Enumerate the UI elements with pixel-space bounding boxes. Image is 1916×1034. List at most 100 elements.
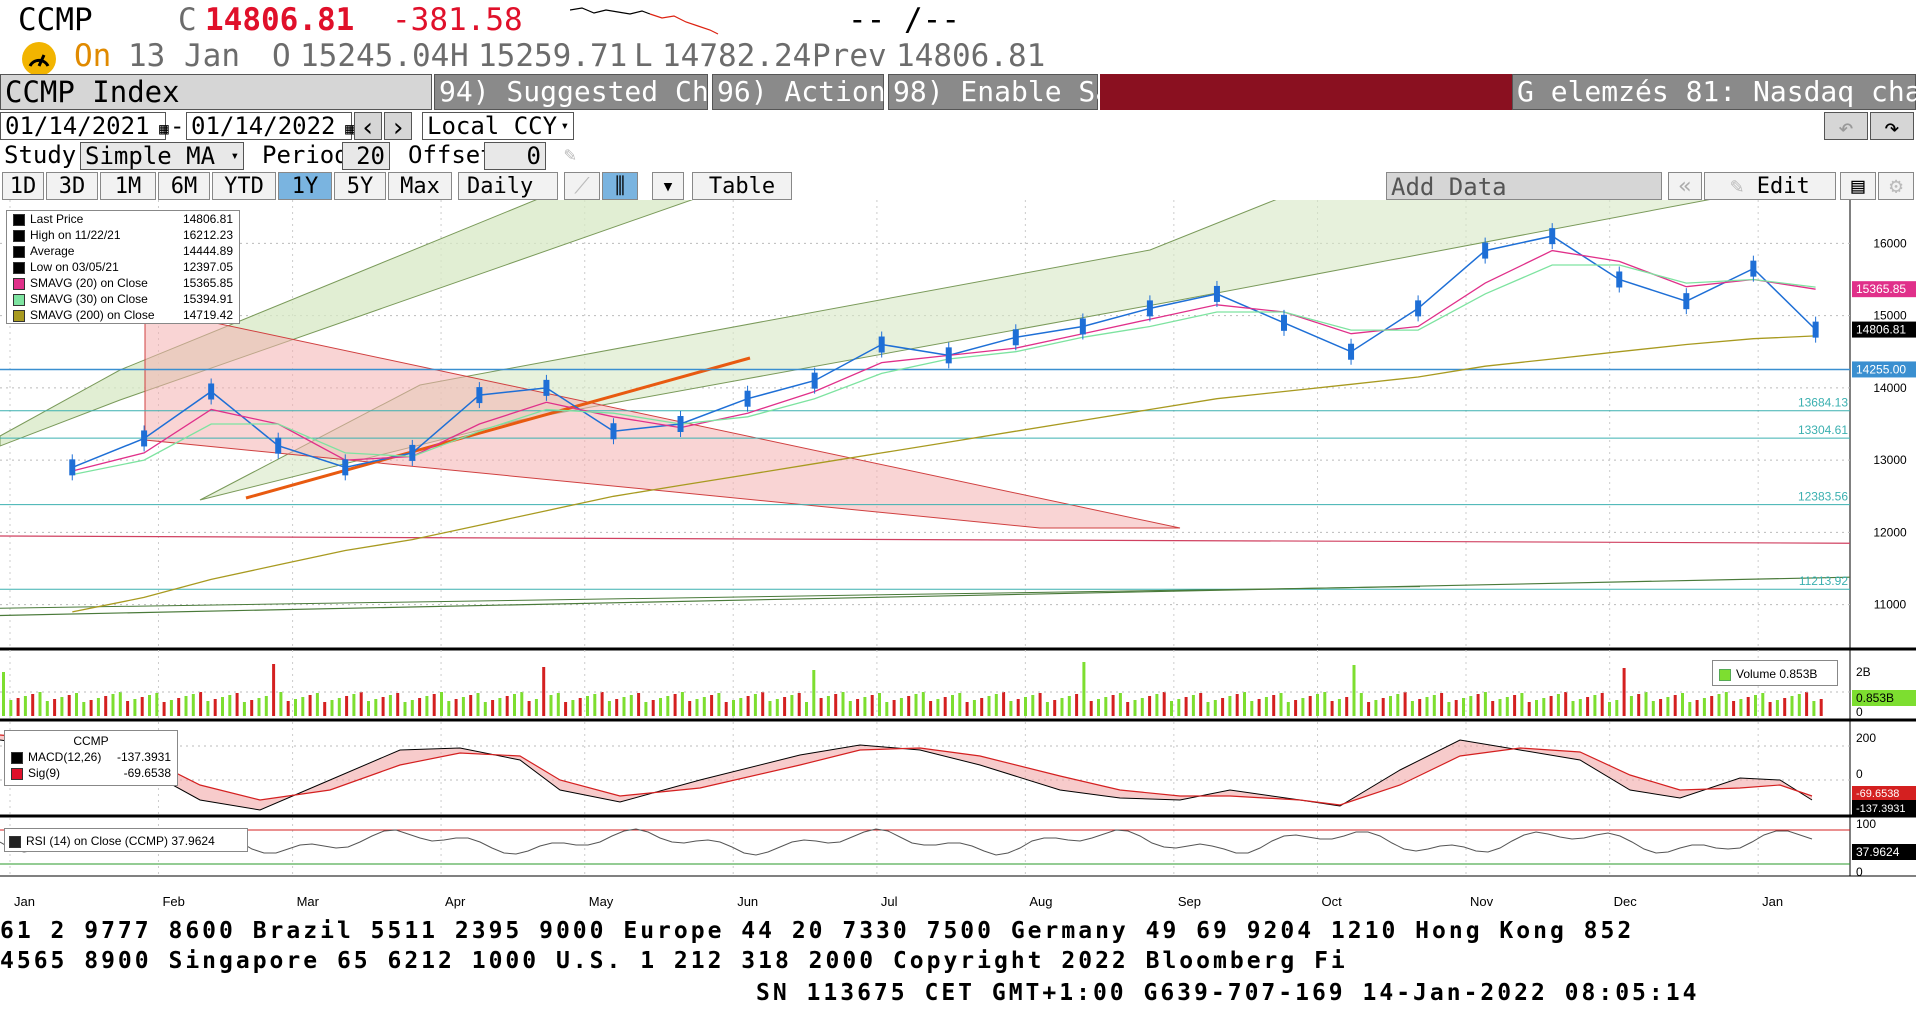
volume-bar xyxy=(388,695,392,716)
tab-max[interactable]: Max xyxy=(388,172,452,200)
downtrend-channel xyxy=(144,307,1181,529)
tab-6m[interactable]: 6M xyxy=(158,172,210,200)
table-button[interactable]: Table xyxy=(692,172,792,200)
volume-bar xyxy=(213,699,217,716)
start-date-input[interactable]: 01/14/2021 ▦ xyxy=(0,112,169,140)
enable-save-button[interactable]: 98) Enable Save xyxy=(888,74,1146,110)
macd-fill xyxy=(0,735,1812,810)
suggested-charts-button[interactable]: 94) Suggested Charts xyxy=(434,74,776,110)
rsi-legend-text: RSI (14) on Close (CCMP) 37.9624 xyxy=(26,834,215,848)
macd-legend-title: CCMP xyxy=(73,734,109,748)
volume-bar xyxy=(1250,701,1254,716)
volume-bar xyxy=(914,694,918,716)
volume-bar xyxy=(717,693,721,716)
price-legend: Last Price 14806.81 High on 11/22/21 16212.… xyxy=(6,210,240,324)
volume-bar xyxy=(242,702,246,716)
tab-1y[interactable]: 1Y xyxy=(278,172,332,200)
volume-bar xyxy=(1367,702,1371,716)
speedometer-icon xyxy=(22,42,56,76)
volume-bar xyxy=(126,701,130,716)
pencil-icon[interactable]: ✎ xyxy=(564,142,577,166)
prev-period-button[interactable]: ‹ xyxy=(354,112,382,143)
price-tick-label: 12000 xyxy=(1873,525,1907,539)
pencil-icon: ✎ xyxy=(1730,174,1744,199)
volume-bar xyxy=(1148,696,1152,716)
sig-swatch xyxy=(11,767,23,780)
redo-button[interactable]: ↷ xyxy=(1870,112,1914,143)
volume-bar xyxy=(447,701,451,716)
volume-bar xyxy=(1491,701,1495,716)
legend-swatch xyxy=(13,229,25,242)
edit-chart-button[interactable]: ✎ Edit Chart xyxy=(1704,172,1836,227)
volume-bar xyxy=(1133,700,1137,716)
volume-bar xyxy=(673,694,677,716)
chart-type-dropdown[interactable]: ▾ xyxy=(652,172,684,200)
next-period-button[interactable]: › xyxy=(384,112,412,143)
volume-bar xyxy=(162,702,166,716)
volume-bar xyxy=(863,697,867,716)
chart-settings-button[interactable]: ▤ xyxy=(1840,172,1876,200)
volume-bar xyxy=(1768,702,1772,716)
collapse-button[interactable]: « xyxy=(1668,172,1702,200)
footer-line-3: SN 113675 CET GMT+1:00 G639-707-169 14-J… xyxy=(756,980,1700,1006)
volume-bar xyxy=(542,667,546,716)
bar-chart-button[interactable]: ⫼ xyxy=(602,172,638,200)
rsi-tag-bg xyxy=(1852,844,1916,860)
undo-button[interactable]: ↶ xyxy=(1824,112,1868,143)
volume-bar xyxy=(272,664,276,716)
volume-bar xyxy=(1724,692,1728,716)
volume-bar xyxy=(279,692,283,716)
study-select[interactable]: Simple MA ▾ xyxy=(80,142,244,170)
volume-bar xyxy=(907,696,911,716)
macd-axis-top: 200 xyxy=(1856,731,1876,745)
line-chart-button[interactable]: ⟋ xyxy=(564,172,600,200)
volume-bar xyxy=(790,695,794,716)
bid-ask: -- /-- xyxy=(848,2,960,38)
currency-select[interactable]: Local CCY ▾ xyxy=(422,112,574,140)
volume-bar xyxy=(235,693,239,716)
volume-bar xyxy=(294,699,297,716)
macd-line xyxy=(0,739,1813,811)
volume-bar xyxy=(359,692,363,716)
volume-bar xyxy=(1608,702,1611,716)
volume-bar xyxy=(564,702,568,716)
close-prefix: C xyxy=(178,2,197,38)
period-input[interactable]: 20 xyxy=(342,142,390,170)
legend-swatch xyxy=(13,213,25,226)
legend-label: Average xyxy=(30,244,75,258)
tab-3d[interactable]: 3D xyxy=(46,172,98,200)
volume-bar xyxy=(228,695,232,716)
volume-bar xyxy=(1206,702,1210,716)
volume-bar xyxy=(118,692,122,716)
volume-bar xyxy=(16,698,20,716)
security-field[interactable]: CCMP Index xyxy=(0,74,432,110)
volume-bar xyxy=(994,694,998,716)
volume-bar xyxy=(323,702,327,716)
volume-bar xyxy=(1330,701,1334,716)
price-tick-label: 13000 xyxy=(1873,453,1907,467)
end-date-input[interactable]: 01/14/2022 ▦ xyxy=(186,112,355,140)
undo-icon: ↶ xyxy=(1838,113,1854,143)
frequency-select[interactable]: Daily ▼ xyxy=(458,172,558,227)
gear-button[interactable]: ⚙ xyxy=(1878,172,1914,200)
actions-menu[interactable]: 96) Actions ▾ xyxy=(712,74,936,110)
offset-input[interactable]: 0 xyxy=(484,142,546,170)
tab-5y[interactable]: 5Y xyxy=(334,172,386,200)
legend-row: High on 11/22/21 16212.23 xyxy=(7,227,239,243)
series-line-smavg-200-on-close xyxy=(72,335,1816,613)
month-label: Sep xyxy=(1178,894,1201,909)
calendar-icon: ▦ xyxy=(335,119,355,138)
volume-bar xyxy=(1170,701,1173,716)
rsi-axis-top: 100 xyxy=(1856,817,1876,831)
tab-1d[interactable]: 1D xyxy=(2,172,44,200)
volume-bar xyxy=(1681,693,1684,716)
volume-bar xyxy=(308,695,312,716)
add-data-input[interactable]: Add Data xyxy=(1386,172,1662,201)
volume-bar xyxy=(1345,697,1349,716)
volume-bar xyxy=(1454,700,1458,716)
tab-1m[interactable]: 1M xyxy=(100,172,156,200)
volume-bar xyxy=(1418,699,1422,716)
volume-bar xyxy=(476,693,480,716)
tab-ytd[interactable]: YTD xyxy=(212,172,276,200)
legend-label: Last Price xyxy=(30,212,84,226)
